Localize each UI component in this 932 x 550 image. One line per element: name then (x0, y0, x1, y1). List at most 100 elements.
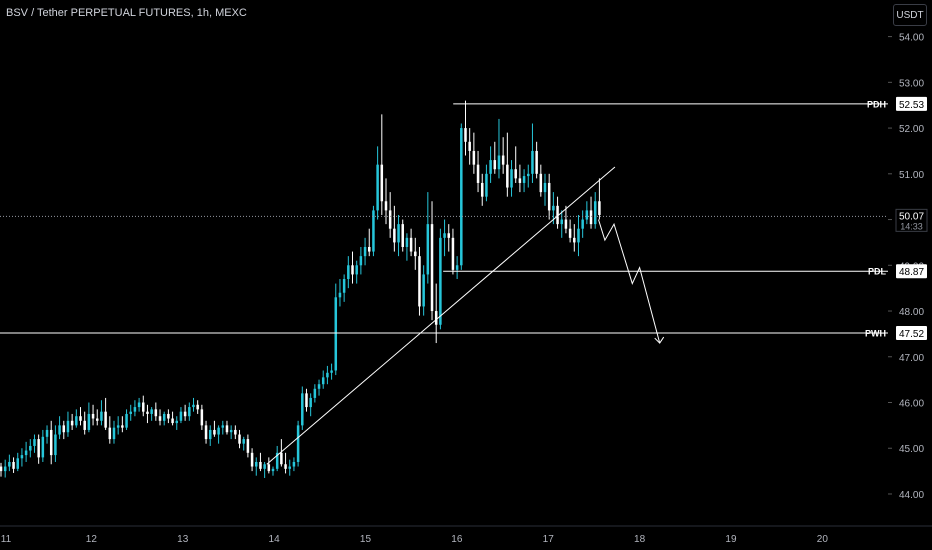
candle-body (338, 292, 342, 298)
candle-body (443, 233, 446, 238)
candle (447, 224, 451, 252)
candle-body (192, 404, 195, 408)
candle (485, 164, 488, 202)
candle (79, 407, 82, 426)
candle-body (455, 265, 459, 270)
candle-body (342, 279, 346, 293)
candle-body (259, 461, 262, 469)
candle (158, 409, 162, 426)
candle-body (296, 425, 300, 462)
candle-body (87, 413, 91, 430)
candle-body (351, 265, 354, 275)
candle (204, 420, 208, 444)
level-price-label: 48.87 (899, 267, 924, 278)
candle-body (146, 411, 149, 414)
candle-body (485, 173, 488, 197)
candle (543, 173, 547, 206)
candle (313, 384, 317, 403)
candle (560, 210, 563, 238)
candle (112, 420, 116, 444)
candle (501, 137, 505, 174)
candle (221, 420, 225, 435)
candle (200, 404, 204, 430)
candle (171, 411, 174, 426)
candle (568, 219, 572, 243)
candle (196, 400, 199, 414)
candle-body (434, 311, 438, 325)
candle-body (506, 164, 509, 188)
last-price-box (895, 208, 928, 232)
candle-body (263, 464, 266, 469)
candle-body (372, 210, 375, 252)
candle (192, 397, 195, 412)
y-tick-label: 54.00 (899, 33, 924, 44)
candle-body (171, 418, 174, 424)
y-tick-label: 53.00 (899, 78, 924, 89)
candle (468, 128, 471, 165)
candle-body (527, 173, 530, 177)
candle-body (217, 427, 220, 435)
candle-body (58, 425, 61, 435)
candle-body (33, 439, 36, 446)
candle-body (552, 205, 555, 211)
candle (434, 283, 438, 344)
candle-body (75, 416, 78, 426)
candle-body (460, 128, 463, 266)
candle (351, 251, 354, 284)
candle-body (585, 210, 589, 220)
candle-body (514, 169, 517, 179)
level-tag-pdh: PDH (867, 99, 886, 109)
candle (359, 246, 363, 275)
candle (514, 146, 517, 183)
candle-body (564, 219, 568, 229)
x-tick-label: 16 (451, 534, 463, 545)
candle (301, 386, 304, 430)
candle (255, 457, 258, 476)
candle-body (83, 420, 86, 430)
candle-body (234, 429, 237, 435)
level-price-box (896, 264, 927, 279)
x-tick-label: 18 (634, 534, 646, 545)
candle-body (183, 411, 187, 417)
candle (95, 409, 99, 426)
candle-body (271, 468, 275, 472)
candle-body (430, 224, 434, 312)
candle-body (598, 201, 601, 215)
candle (225, 420, 229, 435)
candle-body (547, 182, 551, 211)
candle-body (95, 418, 99, 421)
candle (238, 429, 241, 449)
candle (45, 425, 49, 444)
candle (250, 448, 254, 472)
candle-body (313, 388, 317, 398)
candle (292, 457, 296, 472)
candle-body (250, 452, 254, 467)
candle (66, 411, 70, 437)
candle-body (129, 411, 132, 414)
candle (58, 416, 61, 440)
candle (556, 196, 559, 229)
candle-body (112, 427, 116, 440)
currency-button[interactable]: USDT (893, 4, 927, 26)
candle (573, 224, 576, 252)
candle (154, 402, 158, 421)
candle (598, 178, 601, 220)
candle-body (54, 434, 57, 456)
candle-body (330, 370, 333, 373)
candle (75, 409, 78, 428)
candle (87, 402, 91, 433)
candle-body (347, 265, 350, 280)
candle-body (305, 393, 308, 408)
candle (188, 402, 191, 421)
candle (142, 395, 145, 417)
candle-body (0, 466, 3, 472)
candle (493, 141, 497, 174)
candle (263, 461, 266, 478)
candle (376, 146, 379, 220)
candle-body (292, 461, 296, 467)
chart-title: BSV / Tether PERPETUAL FUTURES, 1h, MEXC (6, 7, 247, 19)
candle-body (418, 256, 421, 307)
candle (3, 459, 7, 478)
candle-body (16, 458, 19, 469)
